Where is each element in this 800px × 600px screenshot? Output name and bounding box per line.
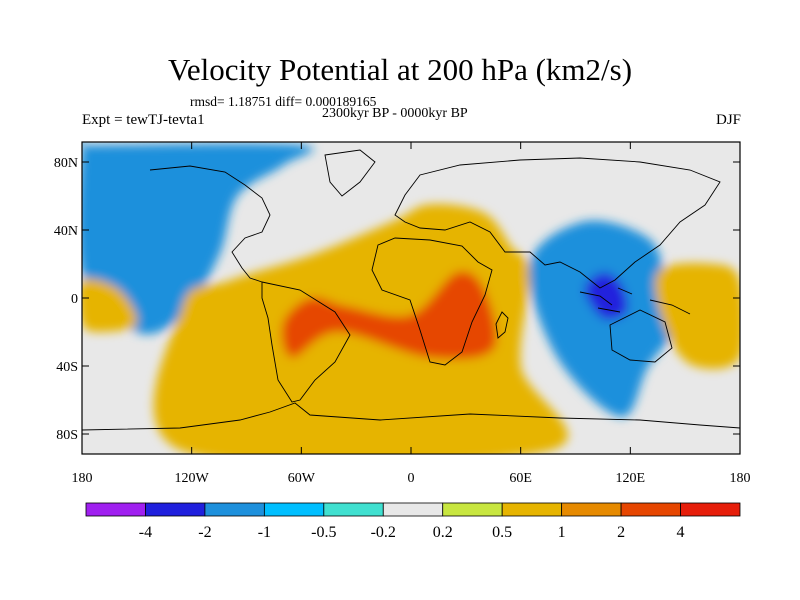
colorbar-label: -2 <box>198 524 211 541</box>
colorbar-segment <box>145 502 206 517</box>
lat-tick-label: 40S <box>56 360 78 375</box>
south-america-coast <box>261 281 351 403</box>
colorbar-label: -4 <box>139 524 152 541</box>
plot-title: Velocity Potential at 200 hPa (km2/s) <box>167 52 633 87</box>
colorbar-segment <box>620 502 681 517</box>
colorbar-segment <box>323 502 384 517</box>
colorbar-segment <box>204 502 265 517</box>
colorbar-label: 1 <box>558 524 566 541</box>
season-label: DJF <box>715 112 741 128</box>
lon-tick-label: 180 <box>730 471 751 486</box>
colorbar-segment <box>680 502 741 517</box>
lat-tick-label: 40N <box>54 224 78 239</box>
colorbar: -4 -2 -1 -0.5 -0.2 0.2 0.5 1 2 4 <box>85 502 741 541</box>
australia-coast <box>609 309 673 363</box>
period-subtitle: 2300kyr BP - 0000kyr BP <box>322 106 468 121</box>
latitude-axis: 80N 40N 0 40S 80S <box>54 156 740 443</box>
field-negative-western-hemisphere <box>82 143 314 335</box>
colorbar-segment <box>442 502 503 517</box>
colorbar-label: 0.2 <box>433 524 453 541</box>
colorbar-segment <box>382 502 444 517</box>
lon-tick-label: 120E <box>616 471 646 486</box>
lon-tick-label: 180 <box>72 471 93 486</box>
colorbar-label: 0.5 <box>492 524 512 541</box>
colorbar-segment <box>501 502 563 517</box>
colorbar-label: 2 <box>617 524 625 541</box>
colorbar-segment <box>561 502 622 517</box>
lon-tick-label: 0 <box>408 471 415 486</box>
lon-tick-label: 120W <box>175 471 210 486</box>
madagascar-coast <box>495 311 509 339</box>
rmsd-diff-stats: rmsd= 1.18751 diff= 0.000189165 <box>190 94 377 109</box>
field-positive-east-pacific <box>82 278 138 332</box>
lat-tick-label: 80N <box>54 156 78 171</box>
lat-tick-label: 0 <box>71 292 78 307</box>
experiment-label: Expt = tewTJ-tevta1 <box>82 112 205 128</box>
africa-coast <box>371 237 493 366</box>
eurasia-coast <box>394 157 721 289</box>
lon-tick-label: 60E <box>509 471 532 486</box>
colorbar-segment <box>263 502 325 517</box>
north-america-coast <box>149 165 271 283</box>
contour-fields <box>82 143 740 454</box>
map-plot-area <box>82 142 740 454</box>
antarctica-coast <box>82 402 740 431</box>
colorbar-label: 4 <box>677 524 685 541</box>
coastlines <box>82 149 740 431</box>
field-positive-west-pacific <box>655 263 740 369</box>
colorbar-label: -1 <box>258 524 271 541</box>
colorbar-segment <box>85 502 146 517</box>
field-positive-core-africa-brazil <box>281 271 497 360</box>
longitude-axis: 180 120W 60W 0 60E 120E 180 <box>72 142 751 486</box>
colorbar-label: -0.5 <box>311 524 336 541</box>
colorbar-label: -0.2 <box>371 524 396 541</box>
lat-tick-label: 80S <box>56 428 78 443</box>
maritime-continent-islands <box>579 287 691 315</box>
lon-tick-label: 60W <box>288 471 316 486</box>
greenland-coast <box>324 149 376 197</box>
